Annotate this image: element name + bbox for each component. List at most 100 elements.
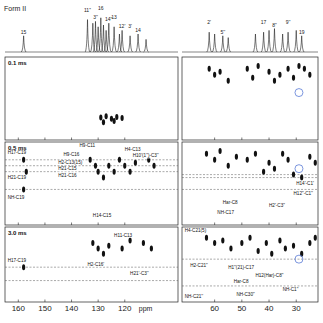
frame [182, 227, 318, 302]
label-ground [190, 263, 208, 268]
cross-peak [273, 78, 276, 84]
tick [241, 223, 242, 226]
axis-title: ppm [139, 305, 153, 313]
annotation: H2-C21'' [190, 263, 208, 268]
marks [99, 113, 123, 125]
label-ground [93, 213, 112, 218]
cross-peak [25, 169, 28, 175]
cross-peak [273, 166, 276, 172]
tick-label: 150 [38, 304, 52, 313]
annotation: H12(Har)-C8'' [255, 273, 283, 278]
peak-label: 15 [21, 29, 27, 35]
tick [98, 300, 99, 303]
cross-peak [246, 66, 249, 72]
peak [280, 34, 285, 52]
highlight [295, 89, 303, 97]
label-ground [228, 265, 254, 270]
peak [267, 30, 272, 52]
cross-peak [97, 169, 100, 175]
cross-peak [292, 243, 295, 249]
cross-peak [213, 240, 216, 246]
cross-peak [262, 169, 265, 175]
cross-peak [297, 63, 300, 69]
cross-peak [286, 157, 289, 163]
cross-peak [107, 243, 110, 249]
cross-peak [265, 240, 268, 246]
cross-peak [121, 115, 124, 121]
peak [299, 36, 304, 52]
tick-label: 40 [265, 304, 274, 313]
cross-peak [218, 148, 221, 154]
peak [272, 29, 277, 52]
annotation: H17-C19 [8, 258, 27, 263]
panel-title: 3.0 ms [8, 230, 27, 236]
annotation: NH-C19 [8, 195, 25, 200]
peak-label: 17 [261, 19, 267, 25]
cross-peak [281, 151, 284, 157]
tick [18, 223, 19, 226]
cross-peak [142, 240, 145, 246]
highlight [295, 255, 303, 263]
cross-peak [152, 163, 155, 169]
cross-peak [102, 119, 105, 125]
annotation: H21'-C3'' [130, 271, 149, 276]
peak [226, 38, 231, 52]
cross-peak [267, 69, 270, 75]
guide-line [182, 285, 318, 286]
baseline [182, 52, 318, 53]
cross-peak [251, 75, 254, 81]
tick-label: 50 [237, 304, 246, 313]
cross-peak [308, 72, 311, 78]
annotation: H1''(21)-C17 [228, 265, 254, 270]
guide-line [182, 174, 318, 175]
annotation: H4-C13 [125, 147, 141, 152]
annotation: NH-C17 [217, 210, 234, 215]
peak [21, 36, 26, 52]
cross-peak [284, 245, 287, 251]
panel: H14'-C1'H12''-C1''H2'-C3''Har-C8NH-C17 [182, 142, 318, 225]
cross-peak [97, 245, 100, 251]
label-ground [125, 147, 141, 152]
annotation: H9-C11 [80, 143, 96, 148]
marks [182, 235, 318, 286]
guide-line [5, 171, 178, 172]
cross-peak [308, 240, 311, 246]
guide-line [182, 177, 318, 178]
peak-label: 5'' [220, 29, 225, 35]
guide-line [5, 165, 178, 166]
frame [182, 142, 318, 225]
panel [182, 57, 318, 140]
label-ground [58, 160, 82, 165]
cross-peak [213, 157, 216, 163]
peak-label: 8'' [272, 22, 277, 28]
tick [18, 138, 19, 141]
label-ground [8, 195, 25, 200]
tick [71, 223, 72, 226]
annotation: H17-C19 [8, 150, 27, 155]
peak [144, 39, 149, 52]
peak [136, 34, 141, 52]
annotation: Har-C8 [234, 279, 249, 284]
tick-label: 30 [292, 304, 301, 313]
annotation: H9-C16 [64, 152, 80, 157]
cross-peak [286, 66, 289, 72]
tick [214, 300, 215, 303]
annotation: NH-C21'' [185, 294, 203, 299]
tick [269, 223, 270, 226]
annotation: H2'-C3'' [269, 203, 285, 208]
peak [106, 23, 111, 52]
annotation: NH-C30'' [236, 292, 254, 297]
frame [182, 57, 318, 140]
peak-label: 19 [299, 29, 305, 35]
peak [253, 34, 258, 52]
peak [112, 27, 117, 52]
cross-peak [308, 154, 311, 160]
panel: 160150140130120ppm3.0 msH17-C19H11-C13H2… [5, 227, 178, 313]
cross-peak [278, 237, 281, 243]
marks [208, 63, 312, 97]
peak-label: 3' [128, 23, 132, 29]
cross-peak [227, 78, 230, 84]
cross-peak [22, 264, 25, 270]
panel-title: 0.1 ms [8, 60, 27, 66]
tick [269, 138, 270, 141]
